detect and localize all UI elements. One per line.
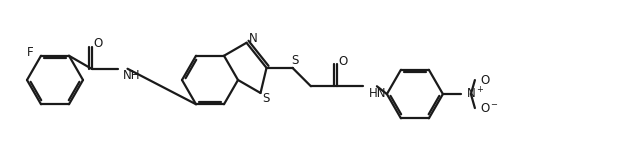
Text: $\mathregular{O^-}$: $\mathregular{O^-}$ xyxy=(480,102,499,115)
Text: $\mathregular{N^+}$: $\mathregular{N^+}$ xyxy=(466,86,485,102)
Text: F: F xyxy=(27,46,33,59)
Text: S: S xyxy=(291,54,298,67)
Text: N: N xyxy=(249,32,258,45)
Text: O: O xyxy=(338,55,347,68)
Text: O: O xyxy=(93,37,102,50)
Text: HN: HN xyxy=(369,87,386,100)
Text: S: S xyxy=(262,91,269,104)
Text: NH: NH xyxy=(123,69,140,82)
Text: O: O xyxy=(480,74,489,86)
